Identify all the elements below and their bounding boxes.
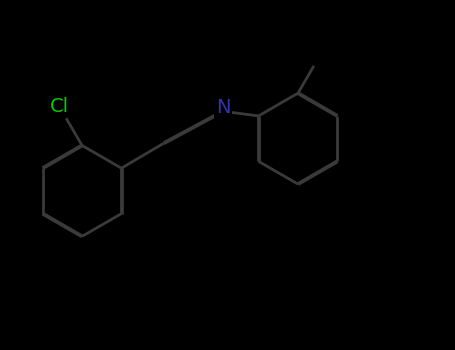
Text: Cl: Cl [50, 97, 69, 116]
Text: N: N [216, 98, 230, 117]
